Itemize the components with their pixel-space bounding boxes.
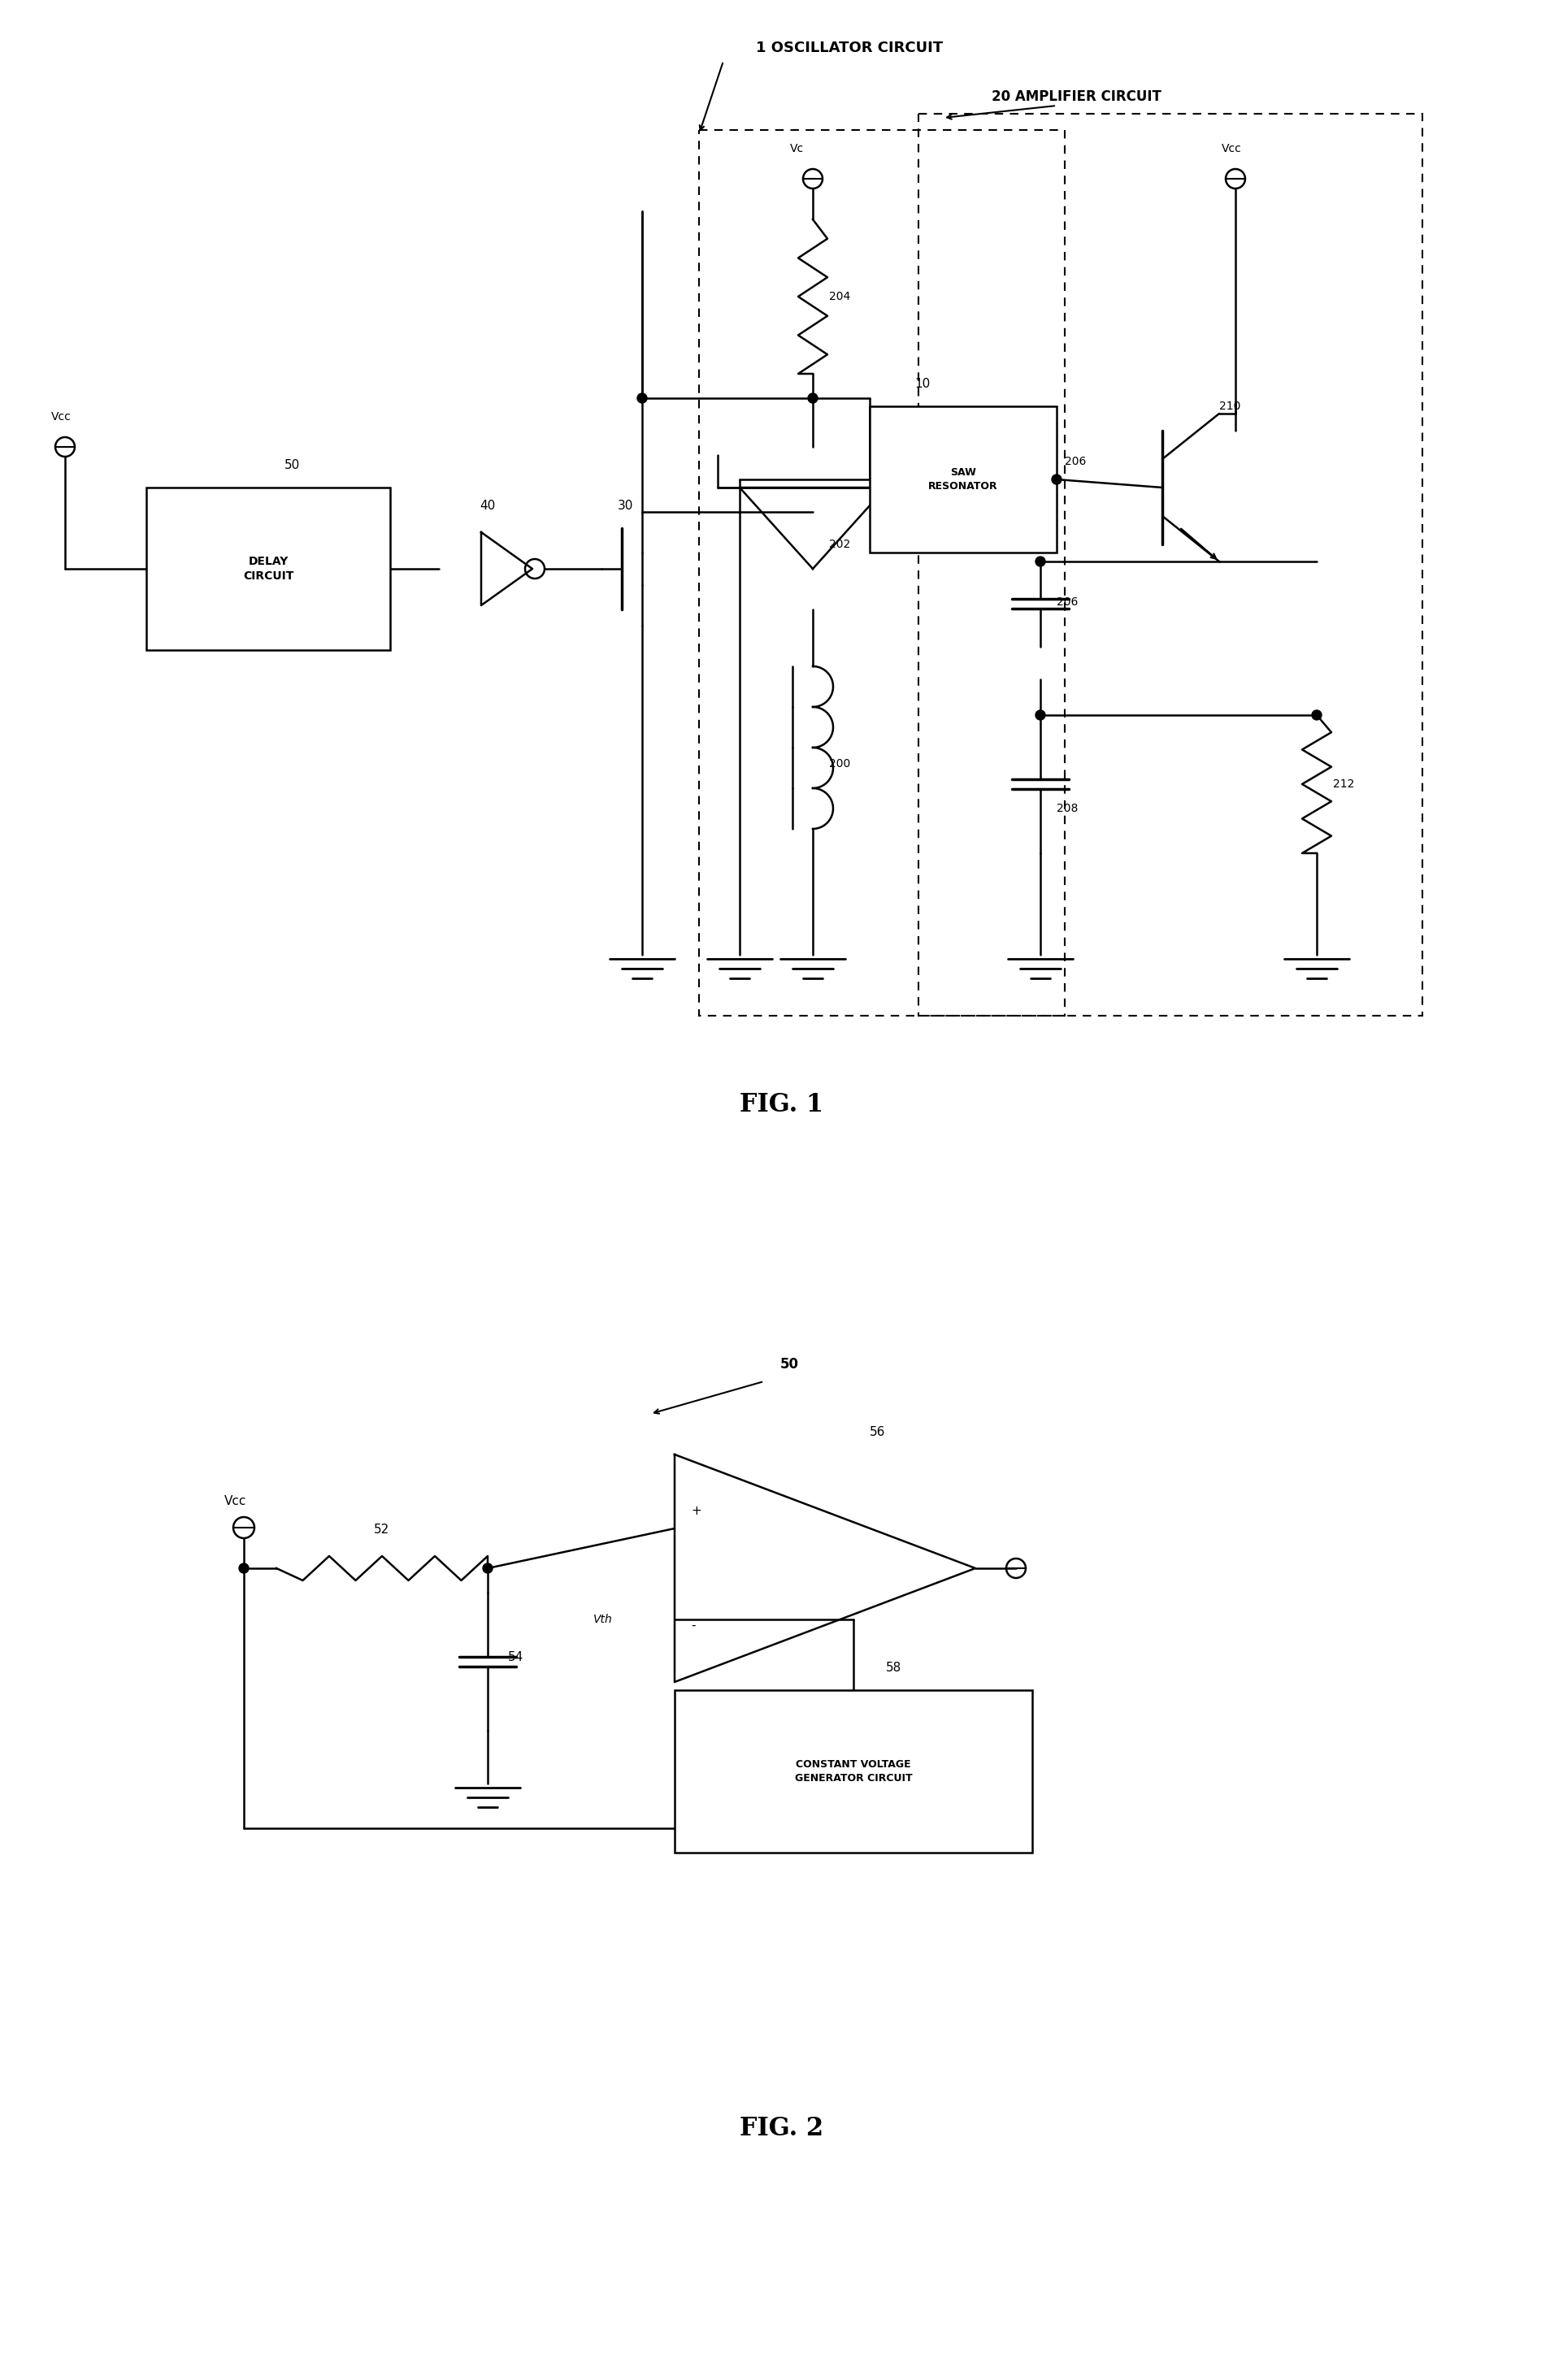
Circle shape xyxy=(1036,709,1046,719)
Text: 208: 208 xyxy=(1057,802,1078,814)
Text: 52: 52 xyxy=(374,1523,389,1535)
Text: 210: 210 xyxy=(1219,400,1241,412)
Text: CONSTANT VOLTAGE: CONSTANT VOLTAGE xyxy=(796,1759,911,1771)
Text: 202: 202 xyxy=(828,538,850,550)
Circle shape xyxy=(808,393,817,402)
Text: 20 AMPLIFIER CIRCUIT: 20 AMPLIFIER CIRCUIT xyxy=(991,90,1161,105)
Text: DELAY: DELAY xyxy=(249,557,288,566)
Circle shape xyxy=(239,1564,249,1573)
Text: CIRCUIT: CIRCUIT xyxy=(242,571,294,581)
Text: +: + xyxy=(691,1504,702,1518)
Text: 40: 40 xyxy=(480,500,495,512)
Text: 56: 56 xyxy=(871,1426,886,1438)
Text: 54: 54 xyxy=(508,1652,524,1664)
Circle shape xyxy=(483,1564,492,1573)
Text: 30: 30 xyxy=(617,500,633,512)
Text: SAW: SAW xyxy=(950,466,977,478)
Text: 204: 204 xyxy=(828,290,850,302)
Text: -: - xyxy=(691,1618,696,1630)
Text: 200: 200 xyxy=(828,759,850,769)
Text: 10: 10 xyxy=(914,378,930,390)
Text: 1 OSCILLATOR CIRCUIT: 1 OSCILLATOR CIRCUIT xyxy=(756,40,942,55)
Bar xyxy=(147,488,391,650)
Text: RESONATOR: RESONATOR xyxy=(928,481,997,490)
Bar xyxy=(869,407,1057,552)
Text: 50: 50 xyxy=(780,1357,799,1371)
Text: 212: 212 xyxy=(1333,778,1355,790)
Text: 58: 58 xyxy=(886,1661,902,1673)
Circle shape xyxy=(638,393,647,402)
Text: Vcc: Vcc xyxy=(52,412,70,424)
Bar xyxy=(675,1690,1032,1852)
Text: GENERATOR CIRCUIT: GENERATOR CIRCUIT xyxy=(794,1773,913,1783)
Text: 206: 206 xyxy=(1057,597,1078,607)
Text: Vcc: Vcc xyxy=(1221,143,1241,155)
Text: FIG. 1: FIG. 1 xyxy=(739,1092,824,1119)
Text: Vc: Vc xyxy=(789,143,803,155)
Circle shape xyxy=(1311,709,1322,719)
Text: Vth: Vth xyxy=(594,1614,613,1626)
Bar xyxy=(699,131,1064,1016)
Circle shape xyxy=(1052,474,1061,483)
Text: 206: 206 xyxy=(1064,457,1086,466)
Text: FIG. 2: FIG. 2 xyxy=(739,2116,824,2142)
Bar xyxy=(919,114,1422,1016)
Text: Vcc: Vcc xyxy=(225,1495,247,1507)
Text: 50: 50 xyxy=(284,459,300,471)
Circle shape xyxy=(1036,557,1046,566)
